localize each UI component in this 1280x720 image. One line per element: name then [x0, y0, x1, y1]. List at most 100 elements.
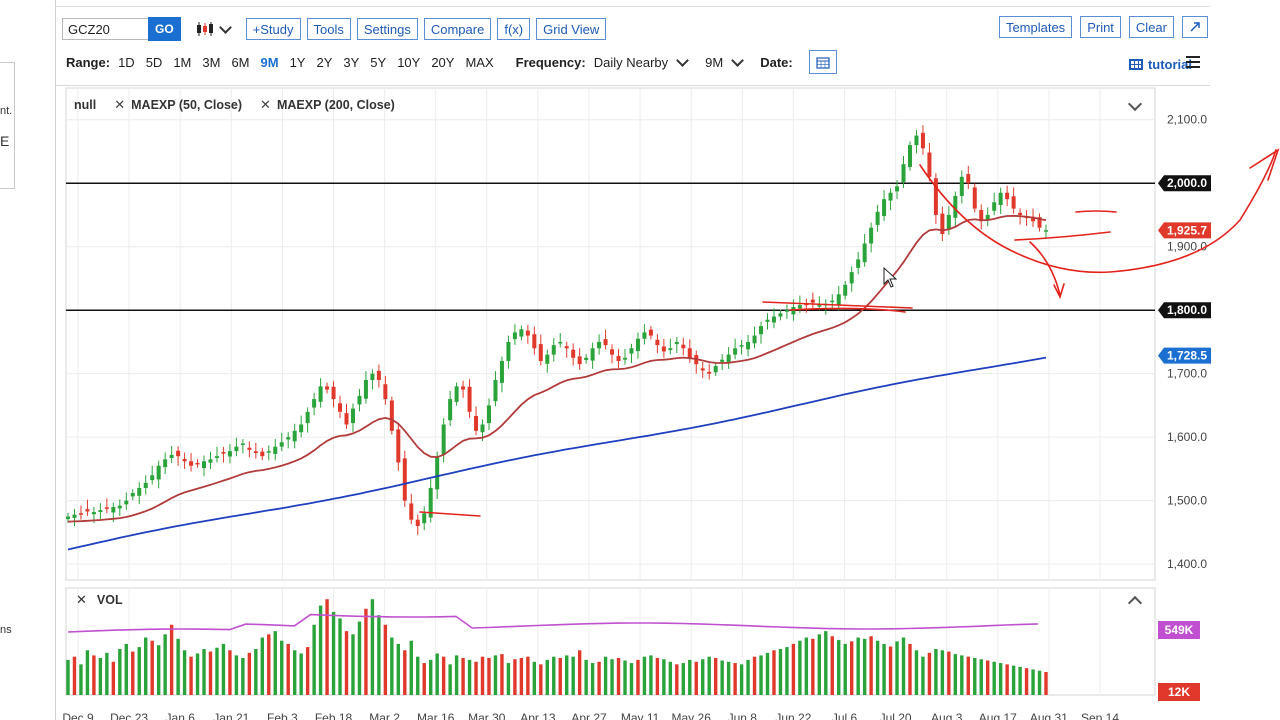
fullscreen-button[interactable]	[1182, 16, 1208, 38]
date-picker-button[interactable]	[808, 50, 837, 74]
frequency-dropdown[interactable]: Daily Nearby	[594, 53, 690, 70]
frequency-label: Frequency:	[515, 54, 586, 70]
volume-bar	[305, 647, 310, 695]
chart-type-dropdown[interactable]	[195, 20, 232, 37]
range-3m[interactable]: 3M	[202, 54, 221, 70]
annotation-dash	[1014, 231, 1111, 241]
volume-bar	[416, 656, 420, 695]
range-1m[interactable]: 1M	[173, 54, 192, 70]
volume-bar	[351, 634, 355, 695]
close-volume-icon[interactable]: ✕	[76, 592, 87, 607]
sidebar-panel-edge	[0, 62, 15, 189]
range-10y[interactable]: 10Y	[397, 54, 421, 70]
range-3y[interactable]: 3Y	[343, 54, 360, 70]
range-5d[interactable]: 5D	[145, 54, 163, 70]
tutorial-link[interactable]: tutorial	[1128, 57, 1192, 72]
print-button[interactable]: Print	[1080, 16, 1121, 38]
candle-body	[344, 413, 349, 425]
candle-body	[519, 329, 524, 337]
range-2y[interactable]: 2Y	[316, 54, 333, 70]
volume-bar	[480, 656, 485, 695]
templates-button[interactable]: Templates	[998, 16, 1073, 38]
time-tick-label: Dec 9	[62, 711, 94, 720]
study-button[interactable]: +Study	[245, 18, 301, 40]
compare-button[interactable]: Compare	[423, 18, 492, 40]
volume-bar	[150, 640, 154, 695]
volume-bar	[940, 650, 945, 695]
volume-bar	[273, 631, 277, 695]
remove-study-icon[interactable]: ✕	[260, 97, 271, 112]
candle-body	[208, 459, 213, 463]
time-tick-label: Feb 3	[267, 711, 298, 720]
volume-bar	[234, 655, 239, 695]
volume-bar	[856, 637, 860, 695]
symbol-input[interactable]	[62, 18, 148, 40]
hamburger-menu-icon[interactable]	[1186, 56, 1200, 71]
grid-view-button[interactable]: Grid View	[536, 18, 607, 40]
volume-bar	[519, 657, 524, 695]
period-dropdown[interactable]: 9M	[705, 53, 745, 70]
range-1y[interactable]: 1Y	[289, 54, 306, 70]
volume-bar	[577, 650, 582, 695]
volume-bar	[299, 653, 303, 695]
range-max[interactable]: MAX	[465, 54, 494, 70]
candle-body	[545, 354, 550, 364]
volume-bar	[888, 646, 893, 695]
candle-body	[1005, 192, 1010, 200]
candle-body	[862, 243, 867, 263]
volume-bar	[610, 659, 614, 695]
tutorial-label: tutorial	[1147, 57, 1192, 72]
price-tick-label: 1,500.0	[1167, 494, 1207, 508]
volume-bar	[927, 652, 932, 695]
candle-body	[202, 461, 207, 469]
clear-button[interactable]: Clear	[1128, 16, 1174, 38]
candle-body	[409, 503, 414, 520]
volume-bar	[649, 655, 653, 695]
volume-bar	[448, 664, 452, 695]
candle-body	[98, 510, 103, 513]
volume-bar	[1005, 664, 1009, 695]
go-button[interactable]: GO	[148, 17, 181, 41]
volume-bar	[189, 656, 193, 695]
range-6m[interactable]: 6M	[231, 54, 250, 70]
candle-body	[279, 442, 284, 447]
volume-bar	[260, 637, 265, 695]
range-1d[interactable]: 1D	[118, 54, 135, 70]
sidebar-text-3: ns	[0, 624, 12, 636]
volume-bar	[739, 664, 744, 695]
candle-body	[759, 326, 764, 335]
candle-body	[318, 386, 323, 402]
candle-body	[240, 443, 245, 446]
candle-body	[1031, 216, 1036, 222]
remove-study-icon[interactable]: ✕	[114, 97, 126, 112]
candle-body	[843, 284, 848, 296]
volume-bar	[364, 608, 368, 695]
time-tick-label: Jan 6	[166, 711, 196, 720]
candle-body	[214, 456, 219, 458]
settings-button[interactable]: Settings	[356, 18, 418, 40]
right-toolbar: Templates Print Clear	[991, 16, 1208, 38]
volume-label-tag	[1158, 683, 1200, 701]
volume-bar	[409, 640, 413, 695]
price-label-tag	[1158, 302, 1211, 319]
candlestick-icon	[196, 22, 213, 36]
fx-button[interactable]: f(x)	[497, 18, 531, 40]
volume-bar	[383, 624, 388, 695]
volume-bar	[370, 599, 375, 695]
volume-bar	[947, 651, 951, 695]
candle-body	[480, 424, 485, 433]
range-5y[interactable]: 5Y	[370, 54, 387, 70]
tools-button[interactable]: Tools	[306, 18, 351, 40]
volume-bar	[118, 649, 122, 695]
range-9m[interactable]: 9M	[260, 54, 279, 70]
candle-body	[571, 349, 576, 358]
volume-bar	[642, 656, 647, 695]
volume-bar	[953, 654, 958, 695]
candle-body	[901, 164, 906, 183]
candle-body	[966, 174, 971, 184]
range-20y[interactable]: 20Y	[431, 54, 455, 70]
ma200-line	[67, 356, 1047, 551]
volume-bar	[791, 643, 796, 695]
candle-body	[150, 475, 155, 481]
